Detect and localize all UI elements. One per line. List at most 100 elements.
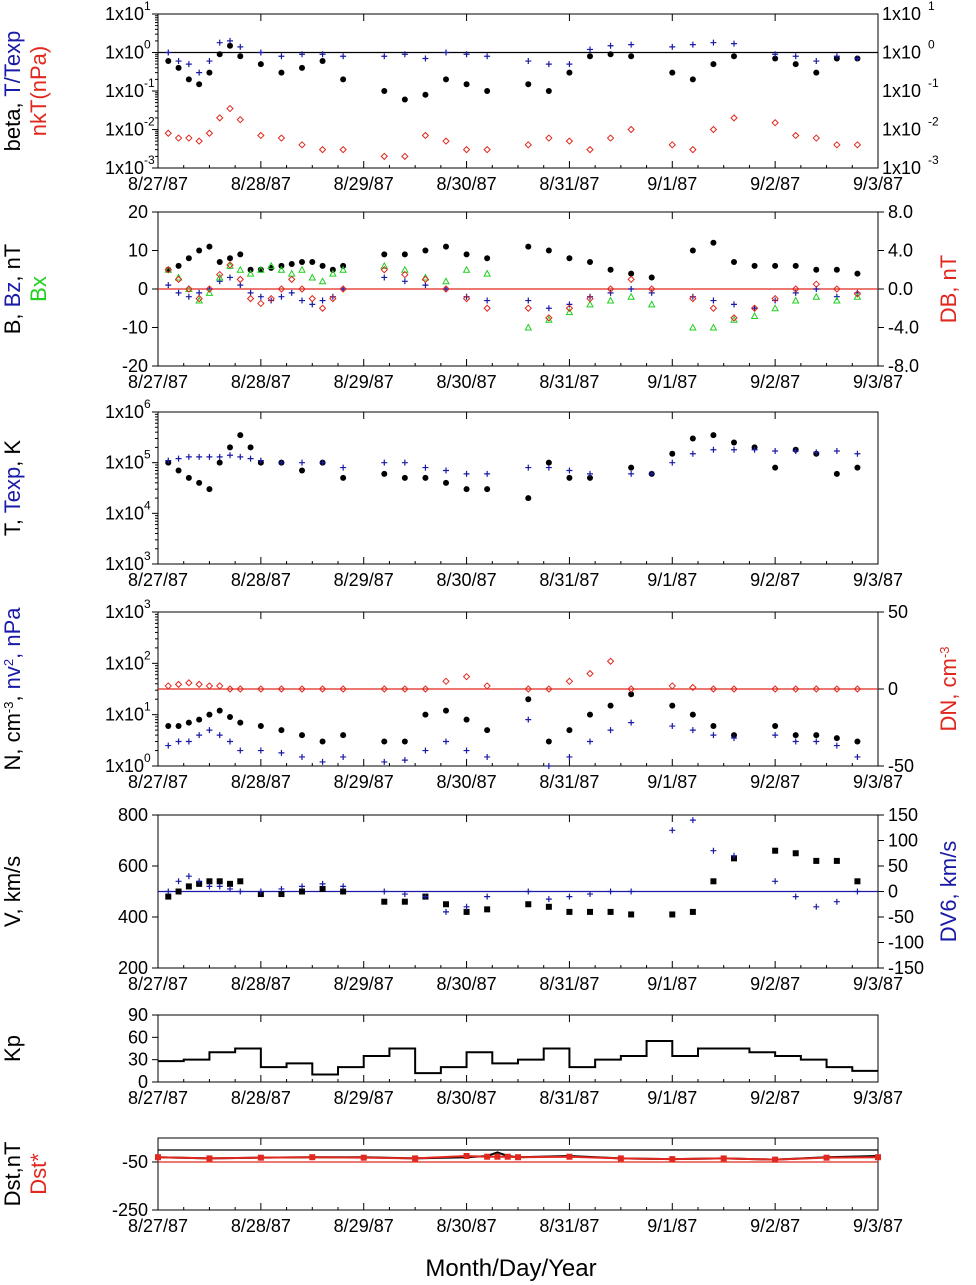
data-point bbox=[319, 262, 326, 269]
data-point bbox=[206, 58, 213, 65]
x-tick-label: 8/28/87 bbox=[231, 772, 291, 792]
y-tick-label: 1x10 bbox=[105, 756, 144, 776]
data-point bbox=[463, 486, 470, 493]
data-point bbox=[318, 304, 327, 312]
data-point bbox=[422, 711, 429, 718]
data-point bbox=[299, 753, 305, 760]
y2-tick-exponent: -2 bbox=[928, 115, 939, 129]
data-point bbox=[854, 464, 861, 471]
data-point bbox=[185, 738, 192, 745]
y-tick-exponent: 0 bbox=[144, 751, 151, 765]
data-point bbox=[833, 898, 840, 905]
data-point bbox=[587, 259, 593, 266]
data-point bbox=[545, 134, 553, 142]
data-point bbox=[751, 262, 758, 269]
data-point bbox=[236, 265, 245, 273]
data-point bbox=[165, 723, 172, 730]
data-point bbox=[833, 742, 840, 749]
data-point bbox=[216, 259, 223, 266]
data-point bbox=[792, 685, 800, 693]
data-point bbox=[421, 685, 430, 693]
data-point bbox=[381, 888, 388, 895]
data-point bbox=[587, 293, 593, 300]
data-point bbox=[823, 1154, 830, 1161]
data-point bbox=[813, 732, 820, 739]
data-point bbox=[545, 459, 552, 466]
data-point bbox=[565, 137, 574, 145]
data-point bbox=[443, 467, 449, 474]
x-tick-label: 8/28/87 bbox=[231, 1088, 291, 1108]
data-point bbox=[587, 908, 593, 915]
data-point bbox=[771, 685, 779, 693]
data-point bbox=[813, 738, 820, 745]
data-point bbox=[813, 266, 820, 273]
x-tick-label: 8/29/87 bbox=[334, 1088, 394, 1108]
panel-frame-T bbox=[157, 411, 879, 565]
data-point bbox=[319, 738, 326, 745]
data-point bbox=[545, 464, 552, 471]
y2-tick-label: 0.0 bbox=[888, 279, 913, 299]
data-point bbox=[771, 294, 779, 303]
data-point bbox=[669, 459, 676, 466]
data-point bbox=[319, 880, 326, 887]
data-point bbox=[216, 682, 224, 690]
data-point bbox=[195, 294, 203, 303]
data-point bbox=[185, 76, 192, 83]
data-point bbox=[484, 727, 491, 734]
data-point bbox=[525, 495, 532, 502]
data-point bbox=[854, 450, 861, 457]
data-point bbox=[627, 292, 635, 300]
data-point bbox=[504, 1153, 511, 1160]
data-point bbox=[165, 888, 172, 895]
y-tick-exponent: 1 bbox=[144, 700, 151, 714]
data-point bbox=[515, 1154, 521, 1161]
data-point bbox=[422, 474, 429, 481]
data-point bbox=[833, 53, 840, 60]
data-point bbox=[318, 685, 327, 693]
data-point bbox=[277, 685, 286, 693]
data-point bbox=[442, 677, 450, 686]
data-point bbox=[422, 91, 429, 98]
x-tick-label: 8/27/87 bbox=[128, 1088, 188, 1108]
data-point bbox=[237, 747, 244, 754]
data-point bbox=[586, 294, 594, 303]
data-point bbox=[267, 294, 275, 303]
data-point bbox=[442, 285, 450, 293]
data-point bbox=[854, 738, 861, 745]
data-point bbox=[689, 683, 697, 692]
data-point bbox=[340, 474, 347, 481]
data-point bbox=[185, 679, 193, 687]
x-tick-label: 8/31/87 bbox=[539, 174, 599, 194]
panel-frame-beta bbox=[157, 13, 879, 169]
x-tick-label: 8/29/87 bbox=[334, 372, 394, 392]
data-point bbox=[791, 296, 800, 304]
data-point bbox=[463, 1153, 470, 1159]
series-line-Kp bbox=[158, 1040, 878, 1076]
data-point bbox=[205, 682, 214, 690]
data-point bbox=[833, 141, 841, 149]
data-point bbox=[381, 88, 388, 94]
data-point bbox=[401, 152, 409, 161]
y-axis-label-secondary: Bx bbox=[26, 276, 51, 302]
data-point bbox=[545, 61, 552, 68]
data-point bbox=[422, 893, 429, 900]
data-point bbox=[278, 293, 285, 300]
data-point bbox=[628, 719, 635, 726]
data-point bbox=[484, 906, 491, 913]
data-point bbox=[606, 657, 615, 665]
data-point bbox=[287, 269, 296, 277]
data-point bbox=[647, 300, 656, 308]
data-point bbox=[381, 470, 388, 477]
data-point bbox=[484, 1153, 491, 1160]
data-point bbox=[792, 732, 799, 739]
y-axis-label-right: DB, nT bbox=[936, 255, 961, 323]
data-point bbox=[299, 51, 305, 58]
data-point bbox=[833, 857, 840, 864]
y2-tick-exponent: 0 bbox=[928, 38, 935, 52]
y-tick-exponent: 6 bbox=[144, 397, 151, 411]
data-point bbox=[267, 261, 275, 269]
data-point bbox=[206, 243, 213, 250]
y-axis-label-secondary: Dst* bbox=[26, 1153, 51, 1195]
y-tick-label: 30 bbox=[128, 1050, 148, 1070]
x-tick-label: 8/28/87 bbox=[231, 174, 291, 194]
